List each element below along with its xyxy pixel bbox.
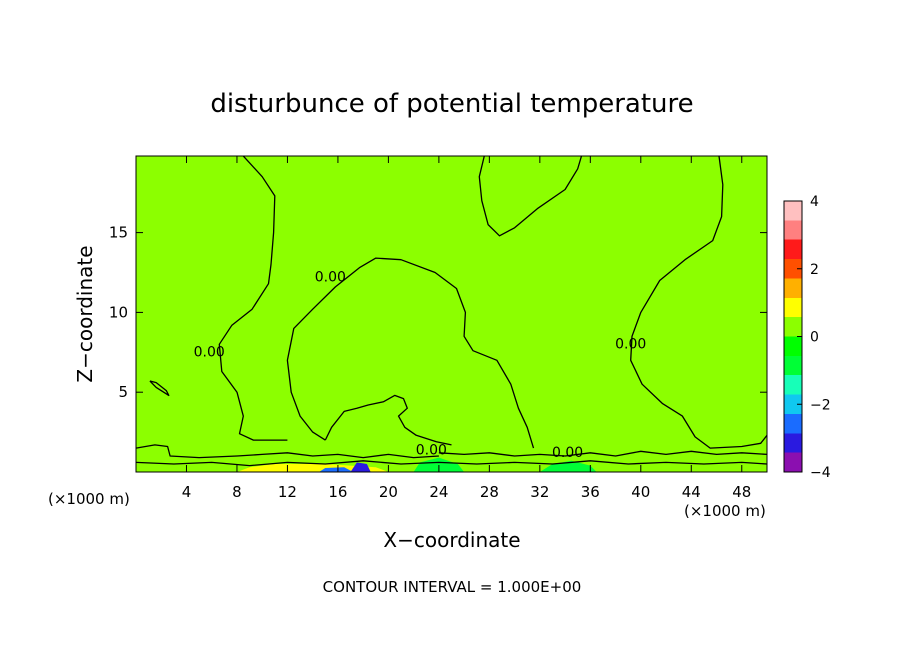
plot-frame	[135, 155, 768, 473]
contour-line-5	[630, 156, 767, 449]
contour-line-3	[324, 394, 452, 446]
contour-label-4: 0.00	[552, 445, 583, 461]
y-axis-label: Z−coordinate	[73, 245, 97, 382]
chart-title: disturbunce of potential temperature	[210, 89, 693, 119]
x-tick-label: 12	[278, 483, 297, 501]
contour-line-6	[438, 450, 767, 457]
contour-line-4	[478, 156, 583, 237]
x-unit-label-left: (×1000 m)	[48, 490, 130, 508]
contour-line-1	[218, 156, 288, 441]
shading-patch-4	[350, 462, 371, 472]
x-tick-label: 16	[328, 483, 347, 501]
x-tick-label: 40	[631, 483, 650, 501]
x-tick-label: 44	[682, 483, 701, 501]
colorbar-tick-label: −4	[810, 465, 831, 481]
contour-label-3: 0.00	[416, 442, 447, 458]
contour-labels: 0.00 0.00 0.00 0.00 0.00	[194, 269, 647, 461]
colorbar-tick-label: 4	[810, 194, 819, 210]
colorbar-tick-label: −2	[810, 397, 831, 413]
x-tick-label: 36	[581, 483, 600, 501]
contour-line-7	[136, 460, 767, 467]
contour-label-1: 0.00	[315, 269, 346, 285]
shading-patches	[237, 457, 597, 472]
colorbar: 4 2 0 −2 −4	[783, 194, 831, 481]
colorbar-ticks: 4 2 0 −2 −4	[797, 194, 831, 481]
x-tick-label: 8	[232, 483, 242, 501]
contour-label-0: 0.00	[194, 344, 225, 360]
colorbar-tick-label: 0	[810, 330, 819, 346]
x-unit-label-right: (×1000 m)	[684, 502, 766, 520]
x-axis-label: X−coordinate	[383, 528, 520, 552]
plot-area: 0.00 0.00 0.00 0.00 0.00	[135, 155, 768, 473]
contour-line-8	[149, 380, 170, 397]
x-tick-label: 4	[182, 483, 192, 501]
contour-interval-footer: CONTOUR INTERVAL = 1.000E+00	[323, 578, 582, 596]
x-tick-label: 32	[530, 483, 549, 501]
y-tick-label: 15	[109, 224, 128, 242]
colorbar-tick-label: 2	[810, 262, 819, 278]
contour-line-2	[286, 257, 535, 449]
x-tick-label: 20	[379, 483, 398, 501]
contour-lines	[136, 156, 767, 467]
contour-label-2: 0.00	[615, 336, 646, 352]
shading-patch-1	[413, 457, 465, 472]
y-tick-label: 5	[118, 383, 128, 401]
x-axis-ticks: 4 8 12 16 20 24 28 32 36 40 44 48	[182, 156, 751, 501]
shading-patch-0	[237, 464, 389, 472]
shading-patch-3	[319, 467, 354, 472]
x-tick-label: 28	[480, 483, 499, 501]
y-axis-ticks: 5 10 15	[109, 224, 767, 401]
x-tick-label: 24	[429, 483, 448, 501]
y-tick-label: 10	[109, 303, 128, 321]
x-tick-label: 48	[732, 483, 751, 501]
contour-line-0	[136, 444, 439, 459]
shading-patch-2	[539, 460, 597, 472]
plot-background	[136, 156, 767, 472]
